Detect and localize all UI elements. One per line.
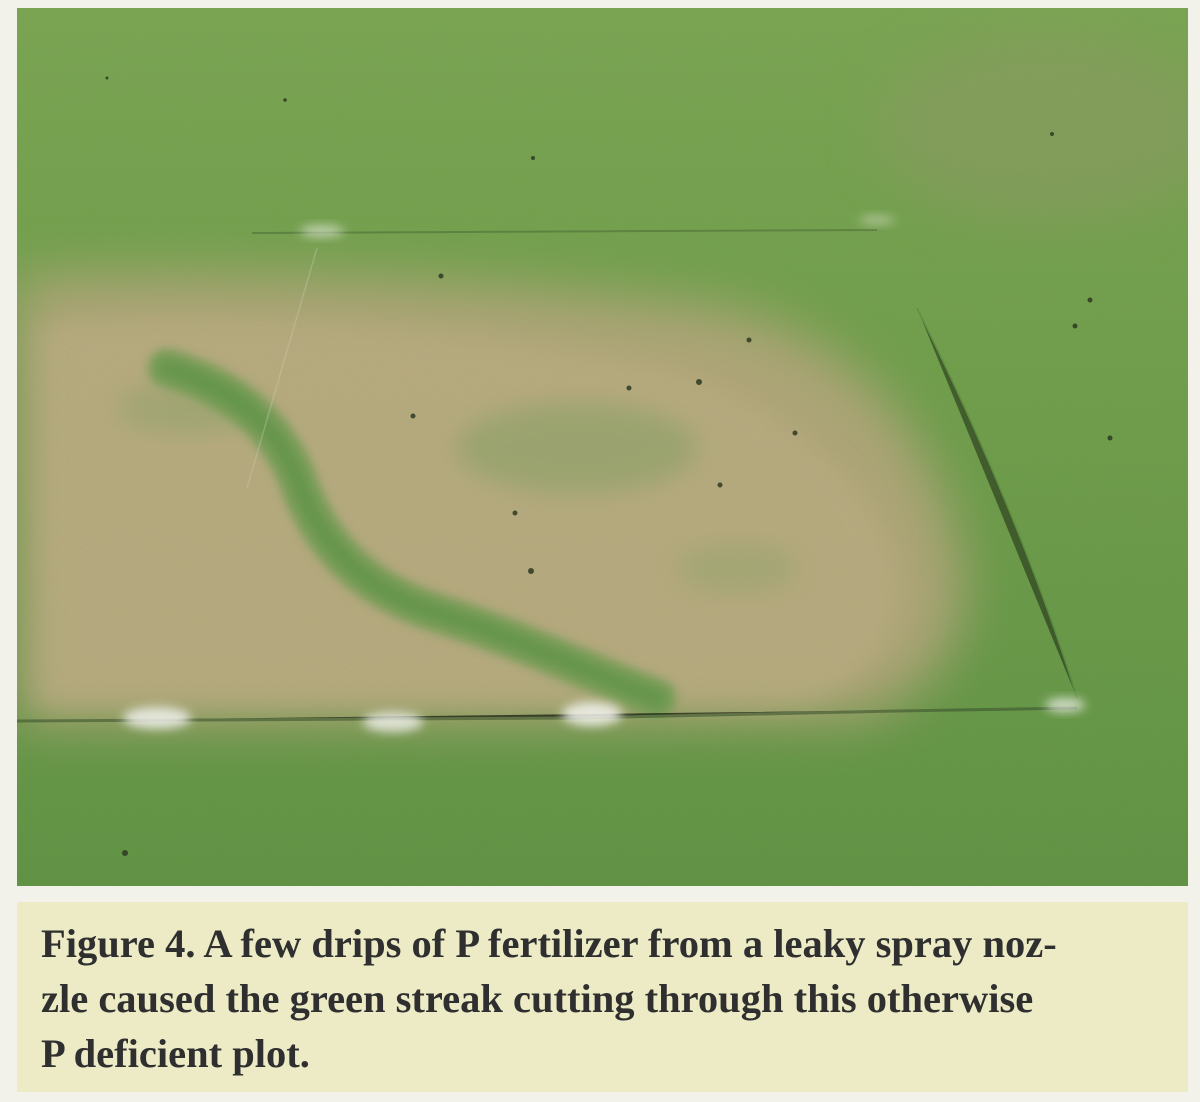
figure-caption: Figure 4. A few drips of P fertilizer fr…	[41, 916, 1161, 1081]
caption-line-1: Figure 4. A few drips of P fertilizer fr…	[41, 921, 1057, 966]
caption-line-3: P deficient plot.	[41, 1031, 310, 1076]
caption-line-2: zle caused the green streak cutting thro…	[41, 976, 1034, 1021]
turf-photo	[17, 8, 1188, 886]
caption-box: Figure 4. A few drips of P fertilizer fr…	[17, 902, 1188, 1092]
